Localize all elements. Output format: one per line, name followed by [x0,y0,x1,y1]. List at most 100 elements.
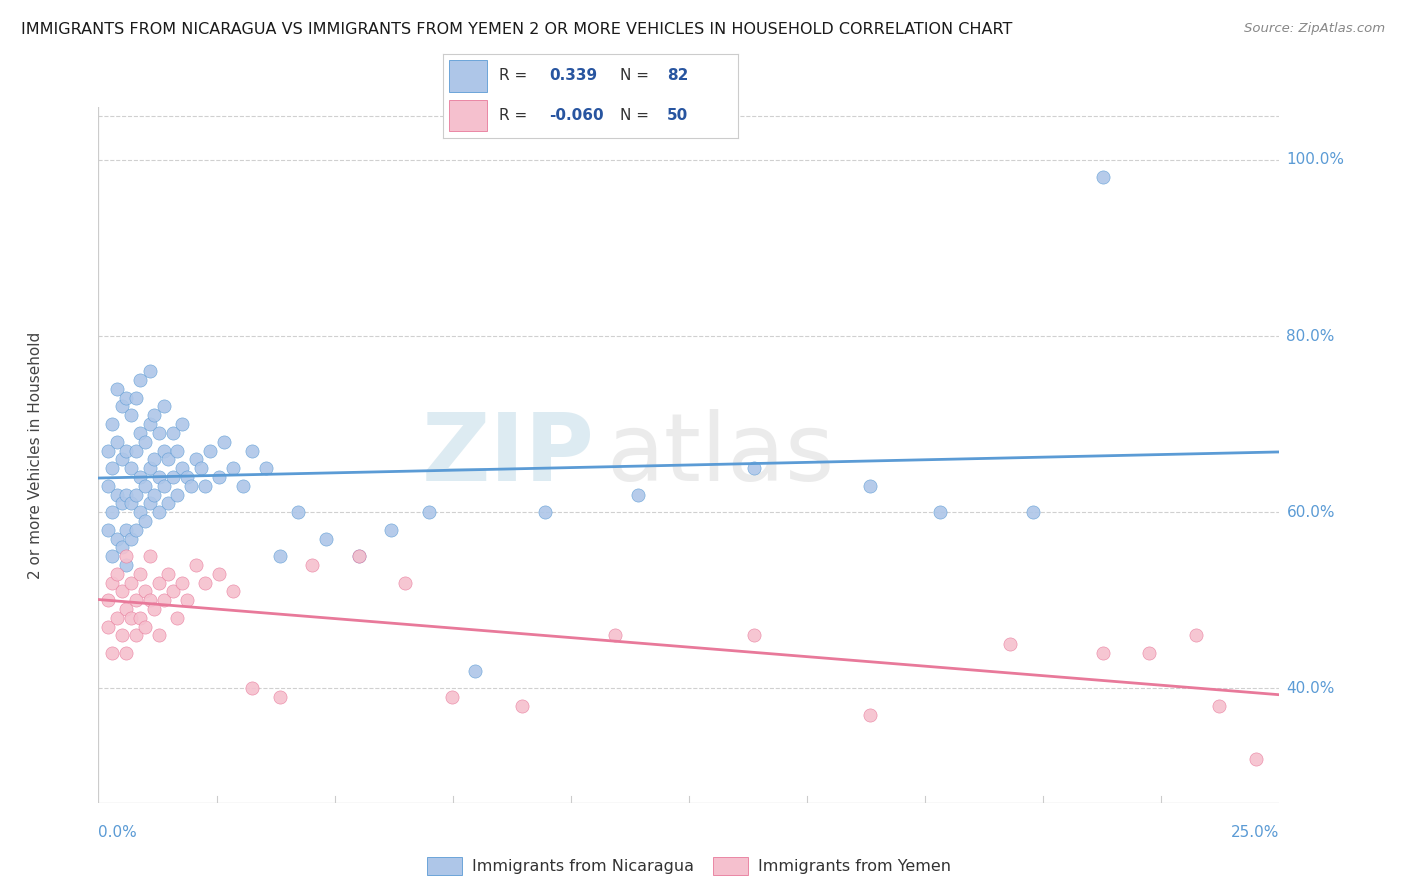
Point [440,690,463,705]
Point [124,523,146,537]
Text: 2 or more Vehicles in Household: 2 or more Vehicles in Household [28,331,42,579]
Point [101,461,124,475]
Point [129,611,152,625]
Point [105,611,128,625]
Point [184,558,207,572]
Point [115,443,138,458]
Point [212,434,235,449]
Point [115,646,138,660]
Point [138,364,160,378]
Text: 25.0%: 25.0% [1232,825,1279,839]
Point [166,611,188,625]
Point [152,443,174,458]
Point [1091,170,1114,185]
Point [115,487,138,501]
Point [124,628,146,642]
Point [134,479,156,493]
Point [157,496,180,510]
Point [157,566,180,581]
Point [115,549,138,564]
Point [124,487,146,501]
Point [105,487,128,501]
Point [111,452,134,467]
Text: atlas: atlas [606,409,835,501]
Point [394,575,416,590]
Point [315,532,337,546]
Point [194,479,217,493]
Point [97,443,120,458]
Point [1244,752,1267,766]
Point [148,505,170,519]
Point [162,470,184,484]
Point [162,425,184,440]
Text: 82: 82 [668,69,689,84]
Point [138,549,160,564]
Point [222,584,245,599]
Text: ZIP: ZIP [422,409,595,501]
Point [627,487,650,501]
Point [232,479,254,493]
Point [176,470,198,484]
Point [148,628,170,642]
Point [240,681,263,696]
Point [111,541,134,555]
Point [190,461,212,475]
Point [240,443,263,458]
Point [134,434,156,449]
Bar [449,61,486,92]
Point [148,575,170,590]
Point [97,479,120,493]
Point [1208,698,1230,713]
Point [166,487,188,501]
Point [129,425,152,440]
Point [120,575,142,590]
Point [111,628,134,642]
Legend: Immigrants from Nicaragua, Immigrants from Yemen: Immigrants from Nicaragua, Immigrants fr… [427,857,950,875]
Point [134,514,156,528]
Point [101,417,124,431]
Point [97,620,120,634]
Point [166,443,188,458]
Point [115,391,138,405]
Point [143,602,166,616]
Point [105,566,128,581]
Point [859,707,882,722]
Point [111,496,134,510]
Point [143,409,166,423]
Point [115,558,138,572]
Point [138,461,160,475]
Point [101,549,124,564]
Point [533,505,555,519]
Point [998,637,1021,651]
Bar [449,100,486,131]
Text: R =: R = [499,108,527,123]
Point [138,496,160,510]
Point [380,523,402,537]
Text: N =: N = [620,69,650,84]
Point [152,400,174,414]
Point [129,505,152,519]
Text: 100.0%: 100.0% [1286,153,1344,168]
Point [929,505,952,519]
Point [254,461,277,475]
Point [105,434,128,449]
Point [172,417,194,431]
Point [208,566,231,581]
Point [1184,628,1206,642]
Point [162,584,184,599]
Text: N =: N = [620,108,650,123]
Point [464,664,486,678]
Point [172,575,194,590]
Point [222,461,245,475]
Point [105,382,128,396]
Point [1022,505,1045,519]
Point [194,575,217,590]
Point [101,505,124,519]
Point [115,523,138,537]
Text: R =: R = [499,69,527,84]
Point [97,593,120,607]
Point [172,461,194,475]
Point [301,558,323,572]
Point [184,452,207,467]
Point [742,461,765,475]
